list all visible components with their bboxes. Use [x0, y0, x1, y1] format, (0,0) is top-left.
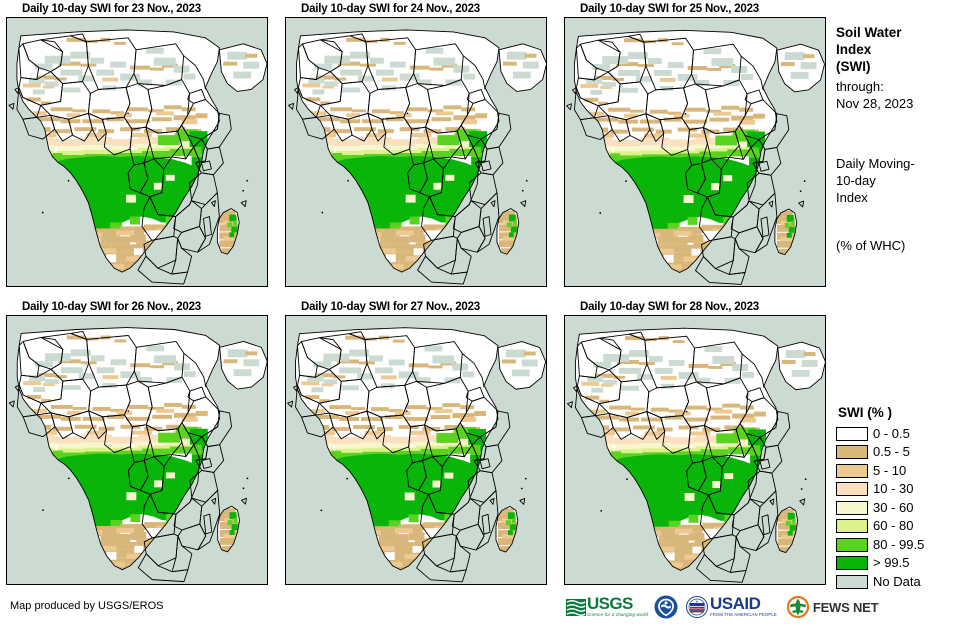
- legend: SWI (% ) 0 - 0.5 0.5 - 5 5 - 10 10 - 30 …: [836, 405, 967, 592]
- map-panel-title: Daily 10-day SWI for 24 Nov., 2023: [301, 3, 480, 15]
- legend-row: 30 - 60: [836, 499, 967, 516]
- map-panel-title: Daily 10-day SWI for 28 Nov., 2023: [580, 301, 759, 313]
- africa-map-svg: [565, 316, 825, 584]
- map-panel-title: Daily 10-day SWI for 27 Nov., 2023: [301, 301, 480, 313]
- map-panel-3: Daily 10-day SWI for 25 Nov., 2023: [564, 2, 826, 287]
- africa-map-4: [7, 316, 267, 584]
- map-frame[interactable]: [564, 17, 826, 287]
- legend-label: 10 - 30: [873, 481, 914, 496]
- side-title: Soil Water Index (SWI): [836, 25, 902, 74]
- fews-globe-icon: [786, 596, 809, 618]
- fews-net-logo[interactable]: FEWS NET: [786, 594, 879, 620]
- map-frame[interactable]: [6, 315, 268, 585]
- africa-map-5: [286, 316, 546, 584]
- usgs-text: USGS science for a changing world: [587, 594, 649, 618]
- map-frame[interactable]: [564, 315, 826, 585]
- legend-swatch: [836, 463, 868, 478]
- through-date: Nov 28, 2023: [836, 96, 914, 111]
- legend-row: 10 - 30: [836, 481, 967, 498]
- map-credit: Map produced by USGS/EROS: [10, 600, 164, 612]
- map-panel-title: Daily 10-day SWI for 26 Nov., 2023: [22, 301, 201, 313]
- legend-label: 5 - 10: [873, 462, 907, 478]
- usaid-tagline: FROM THE AMERICAN PEOPLE: [710, 612, 777, 617]
- through-label: through:: [836, 79, 884, 94]
- legend-row: No Data: [836, 573, 967, 590]
- legend-label: 60 - 80: [873, 518, 914, 533]
- legend-swatch: [836, 482, 868, 496]
- side-panel: Soil Water Index (SWI) through: Nov 28, 20…: [836, 0, 967, 626]
- agency-logos: USGS science for a changing world: [566, 592, 879, 622]
- usaid-seal-icon: [686, 596, 709, 618]
- usaid-wordmark: USAID: [710, 594, 761, 613]
- legend-swatch: [836, 426, 868, 441]
- map-panel-title: Daily 10-day SWI for 25 Nov., 2023: [580, 3, 759, 15]
- map-panel-4: Daily 10-day SWI for 26 Nov., 2023: [6, 300, 268, 585]
- legend-swatch: [836, 500, 868, 515]
- usgs-wave-icon: [566, 598, 586, 616]
- legend-row: 0.5 - 5: [836, 444, 967, 461]
- map-panel-2: Daily 10-day SWI for 24 Nov., 2023: [285, 2, 547, 287]
- usaid-text: USAID FROM THE AMERICAN PEOPLE: [710, 594, 777, 618]
- legend-swatch: [836, 519, 868, 533]
- side-through-block: through: Nov 28, 2023: [836, 78, 967, 112]
- africa-map-2: [286, 18, 546, 286]
- legend-swatch: [836, 445, 868, 459]
- legend-title: SWI (% ): [838, 405, 892, 420]
- map-frame[interactable]: [285, 17, 547, 287]
- legend-label: 80 - 99.5: [873, 536, 925, 552]
- map-frame[interactable]: [6, 17, 268, 287]
- legend-row: 60 - 80: [836, 518, 967, 535]
- map-panel-1: Daily 10-day SWI for 23 Nov., 2023: [6, 2, 268, 287]
- legend-label: 30 - 60: [873, 499, 914, 515]
- side-description: Daily Moving- 10-day Index: [836, 156, 915, 205]
- africa-map-1: [7, 18, 267, 286]
- usgs-logo[interactable]: USGS science for a changing world: [566, 594, 648, 620]
- legend-swatch: [836, 537, 868, 552]
- legend-label: 0.5 - 5: [873, 444, 910, 459]
- fews-net-wordmark: FEWS NET: [812, 599, 879, 615]
- legend-row: 80 - 99.5: [836, 536, 967, 553]
- africa-map-svg: [565, 18, 825, 286]
- legend-row: 5 - 10: [836, 462, 967, 479]
- africa-map-6: [565, 316, 825, 584]
- africa-map-svg: [286, 18, 546, 286]
- noaa-logo-icon[interactable]: [654, 595, 678, 619]
- map-panel-title: Daily 10-day SWI for 23 Nov., 2023: [22, 3, 201, 15]
- usgs-wordmark: USGS: [587, 594, 633, 613]
- legend-swatch: [836, 574, 868, 589]
- africa-map-svg: [286, 316, 546, 584]
- map-panel-6: Daily 10-day SWI for 28 Nov., 2023: [564, 300, 826, 585]
- side-units: (% of WHC): [836, 238, 906, 253]
- legend-row: 0 - 0.5: [836, 425, 967, 442]
- legend-label: No Data: [873, 573, 921, 589]
- legend-row: > 99.5: [836, 555, 967, 572]
- legend-swatch: [836, 556, 868, 570]
- africa-map-svg: [7, 18, 267, 286]
- africa-map-3: [565, 18, 825, 286]
- map-frame[interactable]: [285, 315, 547, 585]
- usaid-logo[interactable]: USAID FROM THE AMERICAN PEOPLE: [686, 594, 777, 620]
- usgs-tagline: science for a changing world: [587, 612, 649, 617]
- map-panel-5: Daily 10-day SWI for 27 Nov., 2023: [285, 300, 547, 585]
- legend-label: > 99.5: [873, 555, 910, 570]
- legend-label: 0 - 0.5: [873, 425, 910, 441]
- africa-map-svg: [7, 316, 267, 584]
